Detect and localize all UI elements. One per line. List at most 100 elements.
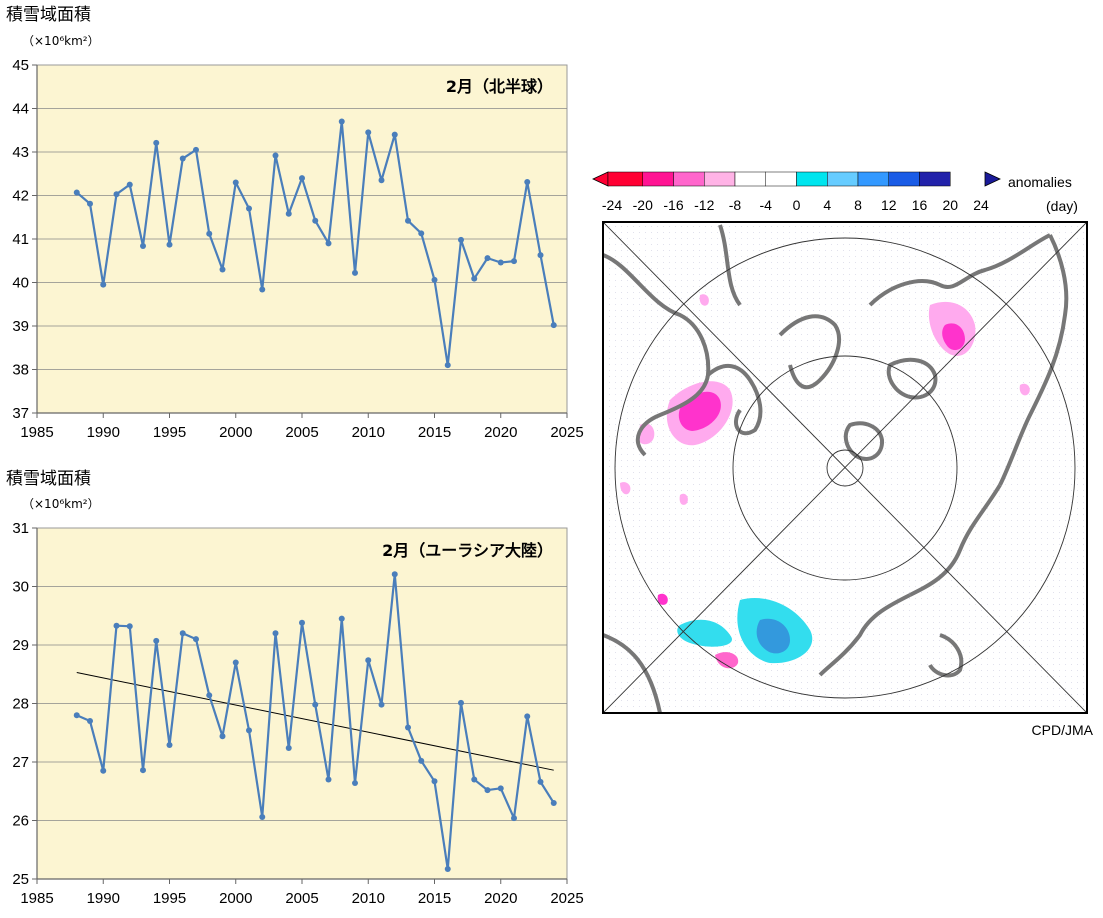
- data-point: [285, 744, 292, 751]
- data-point: [524, 179, 531, 186]
- x-tick-label: 2010: [352, 890, 385, 907]
- northern-hemisphere-chart: 積雪域面積 （×10⁶km²） 37 38 39 40 41 42 43 44 45 1985 1990…: [6, 5, 584, 441]
- data-point: [524, 713, 531, 720]
- chart-title: 2月（北半球）: [446, 77, 553, 96]
- data-point: [418, 757, 425, 764]
- data-point: [484, 787, 491, 794]
- colorbar-cell: [642, 171, 674, 187]
- y-tick-label: 30: [12, 579, 29, 596]
- data-point: [550, 322, 557, 329]
- colorbar-cell: [704, 171, 736, 187]
- data-point: [352, 269, 358, 276]
- colorbar-cell: [673, 171, 705, 187]
- colorbar-tick-label: -4: [760, 197, 773, 213]
- data-point: [458, 236, 464, 243]
- data-point: [391, 131, 398, 138]
- data-point: [471, 275, 478, 282]
- x-tick-label: 1995: [153, 890, 186, 907]
- y-tick-label: 37: [12, 405, 29, 422]
- y-tick-label: 41: [12, 231, 29, 248]
- x-tick-label: 1995: [153, 424, 186, 441]
- data-point: [365, 657, 372, 664]
- colorbar-legend-title: anomalies: [1008, 174, 1072, 190]
- y-tick-label: 28: [12, 696, 29, 713]
- data-point: [140, 242, 146, 249]
- y-tick-label: 26: [12, 813, 29, 830]
- colorbar-tick-labels: -24 -20 -16 -12 -8 -4 0 4 8 12 16 20 24: [602, 197, 989, 213]
- colorbar-tick-label: 16: [912, 197, 928, 213]
- data-point: [113, 622, 120, 629]
- data-point: [259, 286, 266, 293]
- y-axis-unit: （×10⁶km²）: [22, 497, 100, 511]
- y-axis-label: 積雪域面積: [6, 469, 91, 489]
- colorbar-cell: [888, 171, 920, 187]
- x-tick-label: 1990: [87, 890, 120, 907]
- data-point: [325, 776, 332, 783]
- data-point: [140, 767, 146, 774]
- x-tick-label: 2020: [484, 890, 517, 907]
- data-point: [126, 623, 133, 630]
- data-point: [153, 139, 160, 146]
- x-tick-label: 2010: [352, 424, 385, 441]
- x-tick-label: 2015: [418, 890, 451, 907]
- colorbar-tick-label: -8: [729, 197, 742, 213]
- data-point: [166, 241, 173, 248]
- snow-anomaly-map-panel: -24 -20 -16 -12 -8 -4 0 4 8 12 16 20 24 anomalies (d…: [592, 171, 1094, 738]
- data-point: [511, 258, 517, 265]
- data-point: [299, 619, 305, 626]
- colorbar-tick-label: -20: [633, 197, 653, 213]
- colorbar-cell: [765, 171, 797, 187]
- data-point: [444, 866, 451, 873]
- y-tick-label: 39: [12, 318, 29, 335]
- y-axis-label: 積雪域面積: [6, 5, 91, 25]
- data-point: [299, 175, 305, 182]
- data-point: [365, 129, 372, 136]
- data-point: [87, 718, 93, 725]
- data-point: [312, 217, 319, 224]
- y-tick-label: 44: [12, 101, 29, 118]
- data-point: [484, 255, 491, 262]
- y-tick-label: 42: [12, 188, 29, 205]
- y-tick-label: 29: [12, 637, 29, 654]
- data-point: [246, 205, 252, 212]
- colorbar-legend-unit: (day): [1046, 198, 1078, 214]
- data-point: [73, 712, 80, 719]
- y-tick-label: 25: [12, 871, 29, 888]
- data-point: [550, 799, 557, 806]
- data-point: [285, 210, 292, 217]
- map-grid: [603, 222, 1087, 713]
- data-point: [100, 281, 107, 288]
- data-point: [126, 181, 133, 188]
- y-tick-label: 27: [12, 754, 29, 771]
- y-axis-unit: （×10⁶km²）: [22, 34, 100, 48]
- x-tick-label: 2000: [219, 424, 252, 441]
- data-point: [431, 778, 438, 785]
- data-point: [259, 813, 266, 820]
- data-point: [100, 767, 107, 774]
- data-point: [431, 276, 438, 283]
- y-tick-label: 38: [12, 362, 29, 379]
- data-point: [352, 780, 358, 787]
- y-tick-label: 40: [12, 275, 29, 292]
- data-point: [497, 785, 504, 792]
- data-point: [232, 659, 239, 666]
- colorbar-tick-label: 20: [942, 197, 958, 213]
- data-point: [391, 571, 398, 578]
- colorbar-cell: [796, 171, 828, 187]
- data-point: [193, 146, 199, 153]
- data-point: [73, 189, 80, 196]
- colorbar-cell: [607, 171, 643, 187]
- negative-anomaly-patches: [620, 294, 1030, 669]
- x-tick-label: 2015: [418, 424, 451, 441]
- x-tick-label: 2005: [285, 424, 318, 441]
- data-point: [246, 727, 252, 734]
- colorbar-left-arrow: [592, 171, 609, 187]
- data-point: [497, 259, 504, 266]
- data-point: [471, 776, 478, 783]
- coastlines: [603, 224, 1069, 713]
- data-point: [179, 630, 186, 637]
- data-point: [206, 230, 213, 237]
- x-tick-label: 1990: [87, 424, 120, 441]
- data-point: [511, 815, 517, 822]
- y-tick-label: 43: [12, 144, 29, 161]
